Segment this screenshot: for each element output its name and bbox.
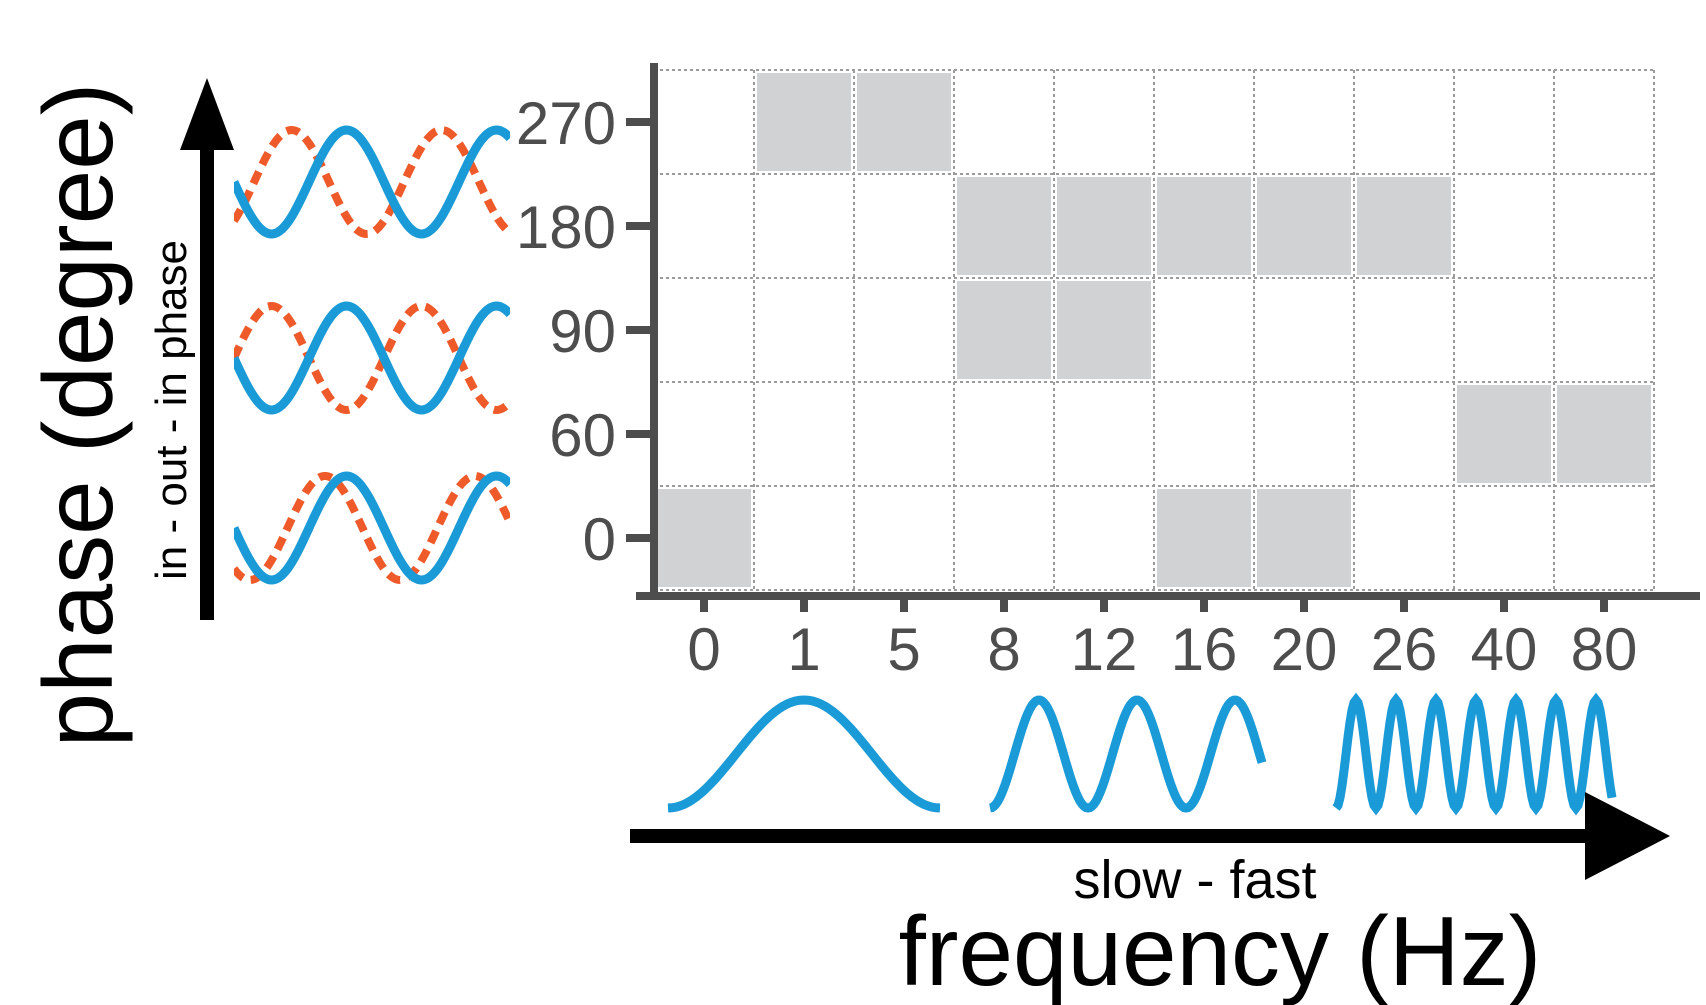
heatmap-cells bbox=[657, 73, 1651, 587]
horizontal-arrow-icon bbox=[630, 792, 1670, 880]
anti-phase-wave-icon bbox=[234, 301, 510, 415]
secondary-wave bbox=[234, 472, 510, 585]
y-tick-label: 270 bbox=[516, 90, 616, 157]
heatmap-cell bbox=[1557, 385, 1651, 483]
x-tick-label: 1 bbox=[787, 616, 820, 683]
y-tick-label: 90 bbox=[549, 298, 616, 365]
heatmap-cell bbox=[857, 73, 951, 171]
secondary-wave bbox=[234, 125, 510, 239]
heatmap-cell bbox=[957, 177, 1051, 275]
y-axis-subtitle: in - out - in phase bbox=[147, 240, 196, 580]
x-axis-title: frequency (Hz) bbox=[899, 896, 1542, 1005]
x-tick-label: 26 bbox=[1371, 616, 1438, 683]
heatmap-cell bbox=[1457, 385, 1551, 483]
vertical-arrow-icon bbox=[180, 78, 234, 620]
heatmap-cell bbox=[957, 281, 1051, 379]
x-tick-label: 5 bbox=[887, 616, 920, 683]
heatmap-cell bbox=[1257, 177, 1351, 275]
x-tick-label: 12 bbox=[1071, 616, 1138, 683]
shifted-phase-wave-icon bbox=[234, 125, 510, 239]
y-axis-ticks: 270 180 90 60 0 bbox=[516, 90, 654, 573]
secondary-wave bbox=[234, 301, 510, 415]
medium-wave-icon bbox=[989, 695, 1267, 813]
x-tick-label: 40 bbox=[1471, 616, 1538, 683]
in-phase-wave-icon bbox=[234, 471, 510, 585]
phase-illustration bbox=[234, 125, 510, 585]
primary-wave bbox=[234, 471, 510, 585]
heatmap-gridlines bbox=[653, 69, 1655, 591]
heatmap-cell bbox=[1257, 489, 1351, 587]
y-axis-title: phase (degree) bbox=[23, 83, 133, 748]
frequency-illustration bbox=[667, 692, 1617, 816]
x-tick-label: 16 bbox=[1171, 616, 1238, 683]
x-axis-subtitle: slow - fast bbox=[1073, 850, 1316, 910]
y-tick-label: 60 bbox=[549, 402, 616, 469]
primary-wave bbox=[234, 125, 510, 239]
heatmap-cell bbox=[1057, 177, 1151, 275]
heatmap-cell bbox=[1057, 281, 1151, 379]
x-axis-ticks: 0 1 5 8 12 16 20 26 40 80 bbox=[687, 596, 1637, 683]
heatmap-cell bbox=[1157, 177, 1251, 275]
heatmap-cell bbox=[757, 73, 851, 171]
y-tick-label: 0 bbox=[583, 506, 616, 573]
heatmap-cell bbox=[657, 489, 751, 587]
primary-wave bbox=[234, 301, 510, 415]
heatmap-cell bbox=[1357, 177, 1451, 275]
x-tick-label: 0 bbox=[687, 616, 720, 683]
x-tick-label: 8 bbox=[987, 616, 1020, 683]
x-tick-label: 20 bbox=[1271, 616, 1338, 683]
y-tick-label: 180 bbox=[516, 194, 616, 261]
slow-wave-icon bbox=[667, 695, 941, 813]
fast-wave-icon bbox=[1332, 692, 1617, 816]
heatmap-cell bbox=[1157, 489, 1251, 587]
x-tick-label: 80 bbox=[1571, 616, 1638, 683]
